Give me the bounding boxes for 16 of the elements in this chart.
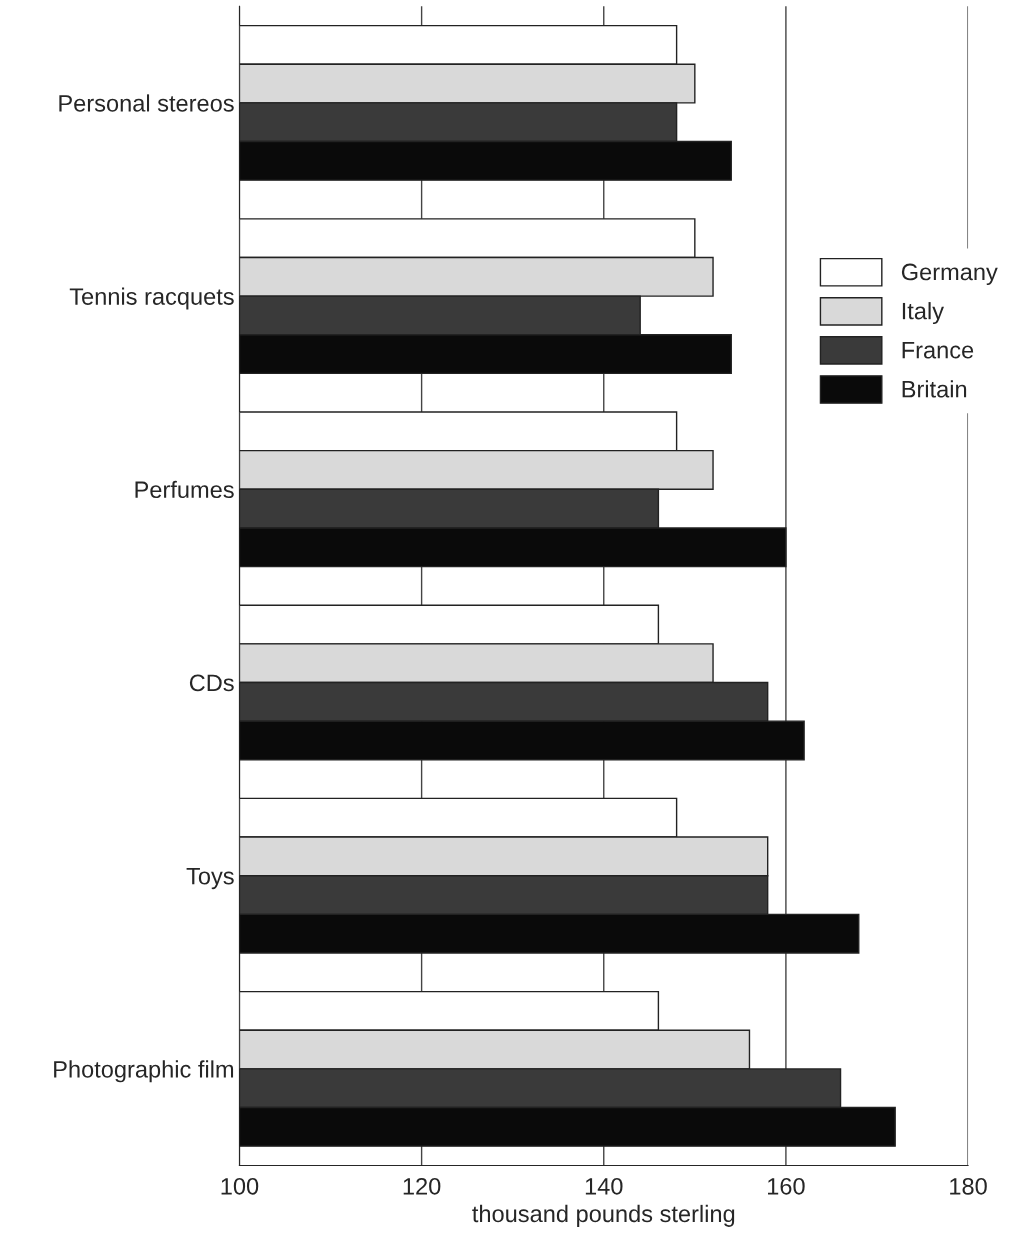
x-axis-title: thousand pounds sterling	[472, 1204, 735, 1227]
y-tick-label: Toys	[186, 868, 234, 890]
x-tick-label: 100	[221, 1177, 259, 1195]
y-tick-label: CDs	[189, 674, 234, 692]
y-tick-label: Personal stereos	[59, 94, 234, 112]
legend-label: Britain	[902, 380, 967, 398]
legend-label: France	[902, 342, 974, 359]
legend-label: Germany	[901, 263, 998, 286]
x-tick-label: 180	[950, 1177, 987, 1195]
x-tick-label: 140	[585, 1177, 623, 1195]
y-tick-label: Perfumes	[135, 480, 234, 499]
x-tick-label: 160	[768, 1177, 805, 1195]
y-tick-label: Tennis racquets	[69, 287, 234, 310]
y-tick-label: Photographic film	[54, 1060, 234, 1083]
x-tick-label: 120	[403, 1177, 441, 1195]
legend-label: Italy	[902, 302, 944, 325]
